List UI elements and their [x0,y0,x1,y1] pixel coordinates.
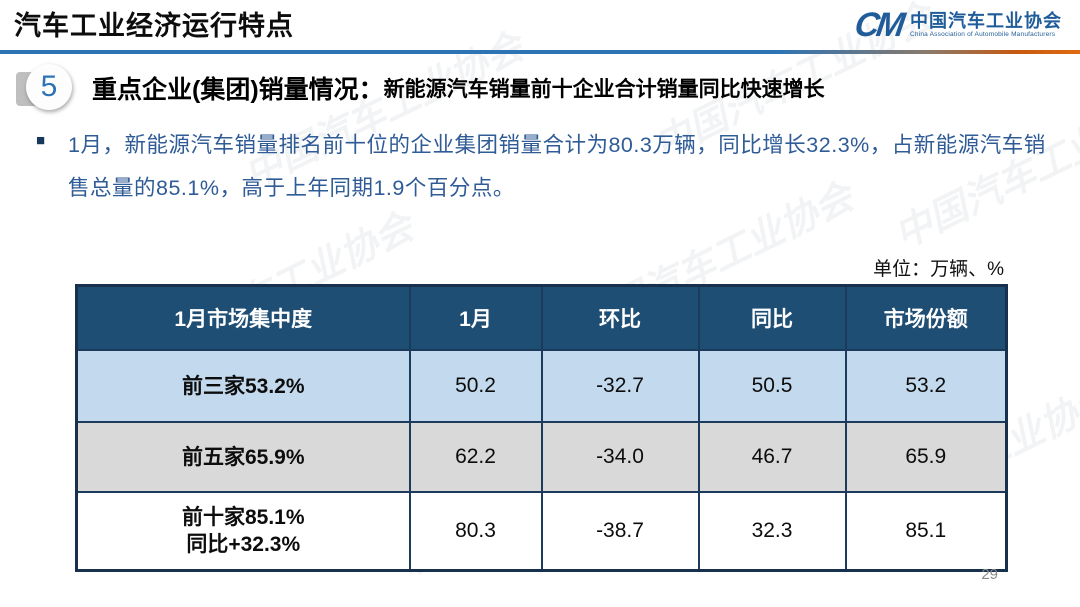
table-header-cell: 市场份额 [844,284,1008,351]
row-label: 前五家65.9% [181,445,305,469]
table-cell: 46.7 [697,421,847,493]
row-label-cell: 前五家65.9% [75,421,411,493]
logo-name-cn: 中国汽车工业协会 [910,10,1062,31]
bullet-marker-icon: ■ [36,132,46,149]
table-row: 前三家53.2% 50.2 -32.7 50.5 53.2 [75,349,1008,423]
table-cell: 53.2 [844,349,1008,423]
table-cell: 32.3 [697,491,847,572]
cama-logo-icon: CM [852,6,905,44]
row-label-cell: 前十家85.1% 同比+32.3% [75,491,411,572]
section-number-badge: 5 [16,62,80,114]
row-label-line2: 同比+32.3% [186,533,301,556]
row-label: 前十家85.1% [181,506,305,529]
page-title: 汽车工业经济运行特点 [14,11,294,41]
table-header-row: 1月市场集中度 1月 环比 同比 市场份额 [75,284,1008,351]
table-cell: 80.3 [408,491,543,572]
table-header-cell: 环比 [540,284,700,351]
table-row: 前十家85.1% 同比+32.3% 80.3 -38.7 32.3 85.1 [75,491,1008,572]
table-header-cell: 1月 [408,284,543,351]
bullet-paragraph: ■ 1月，新能源汽车销量排名前十位的企业集团销量合计为80.3万辆，同比增长32… [36,124,1056,210]
table-row: 前五家65.9% 62.2 -34.0 46.7 65.9 [75,421,1008,493]
section-subtitle: 新能源汽车销量前十企业合计销量同比快速增长 [383,78,825,101]
table-cell: -38.7 [540,491,700,572]
table-cell: 50.5 [697,349,847,423]
table-header-cell: 1月市场集中度 [75,284,411,351]
title-divider [0,50,1080,54]
table-header-cell: 同比 [697,284,847,351]
table-cell: 65.9 [844,421,1008,493]
cama-logo: CM 中国汽车工业协会 China Association of Automob… [852,6,1062,44]
section-title: 重点企业(集团)销量情况： [92,76,384,104]
section-number: 5 [40,70,58,103]
table-cell: 62.2 [408,421,543,493]
section-heading: 5 重点企业(集团)销量情况： 新能源汽车销量前十企业合计销量同比快速增长 [16,62,1066,114]
table-cell: -34.0 [540,421,700,493]
table-cell: 85.1 [844,491,1008,572]
row-label-cell: 前三家53.2% [75,349,411,423]
row-label: 前三家53.2% [181,374,305,398]
logo-name-en: China Association of Automobile Manufact… [910,31,1056,39]
table-cell: -32.7 [540,349,700,423]
bullet-text: 1月，新能源汽车销量排名前十位的企业集团销量合计为80.3万辆，同比增长32.3… [68,133,1046,200]
unit-label: 单位：万辆、% [873,259,1004,280]
table-cell: 50.2 [408,349,543,423]
page-number: 29 [981,566,998,583]
badge-circle: 5 [26,64,72,110]
concentration-table: 1月市场集中度 1月 环比 同比 市场份额 前三家53.2% 50.2 -32.… [75,284,1008,572]
